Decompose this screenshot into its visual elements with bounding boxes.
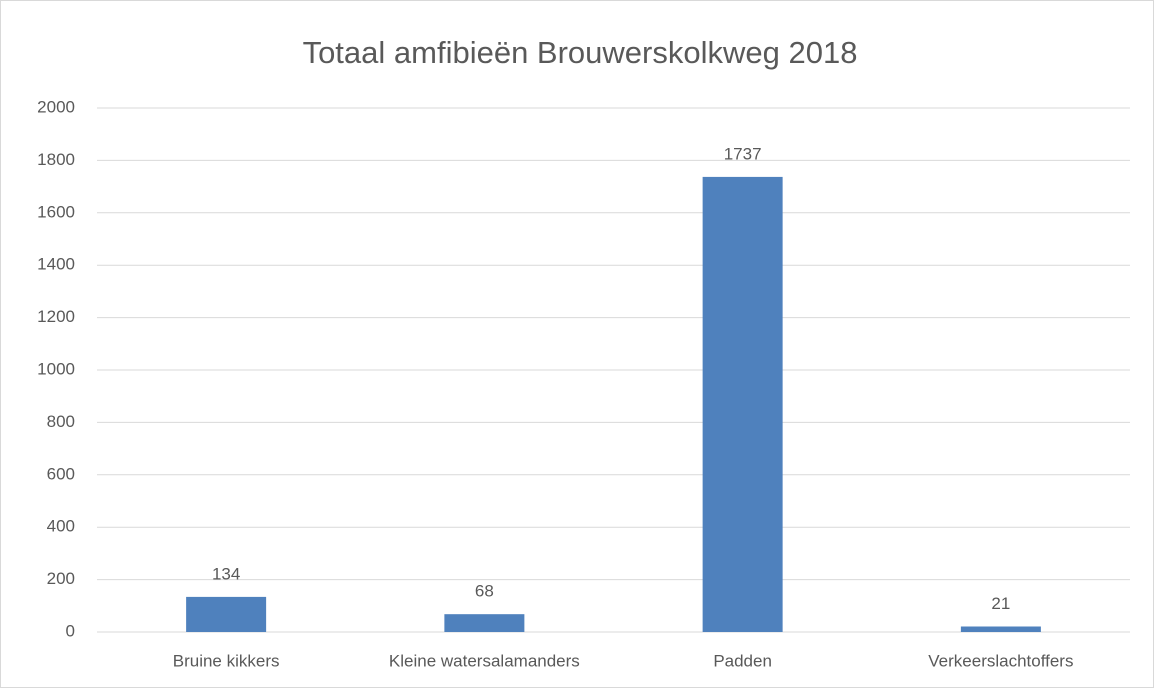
bar — [186, 596, 267, 632]
y-tick-label: 800 — [47, 412, 75, 431]
x-tick-label: Kleine watersalamanders — [389, 651, 580, 670]
y-tick-label: 0 — [66, 621, 75, 640]
y-tick-label: 600 — [47, 464, 75, 483]
y-tick-label: 1600 — [37, 202, 75, 221]
bar — [960, 626, 1041, 632]
y-tick-label: 1400 — [37, 255, 75, 274]
data-label: 134 — [212, 564, 240, 583]
data-label: 1737 — [724, 144, 762, 163]
y-tick-label: 1000 — [37, 359, 75, 378]
y-tick-label: 400 — [47, 517, 75, 536]
y-tick-label: 1200 — [37, 307, 75, 326]
bar — [702, 176, 783, 632]
chart-title: Totaal amfibieën Brouwerskolkweg 2018 — [303, 35, 858, 70]
data-label: 68 — [475, 582, 494, 601]
data-label: 21 — [991, 594, 1010, 613]
x-tick-label: Padden — [713, 651, 772, 670]
x-tick-label: Bruine kikkers — [173, 651, 280, 670]
y-tick-label: 1800 — [37, 150, 75, 169]
y-tick-label: 2000 — [37, 97, 75, 116]
y-tick-label: 200 — [47, 569, 75, 588]
bar — [444, 614, 525, 632]
x-tick-label: Verkeerslachtoffers — [928, 651, 1073, 670]
